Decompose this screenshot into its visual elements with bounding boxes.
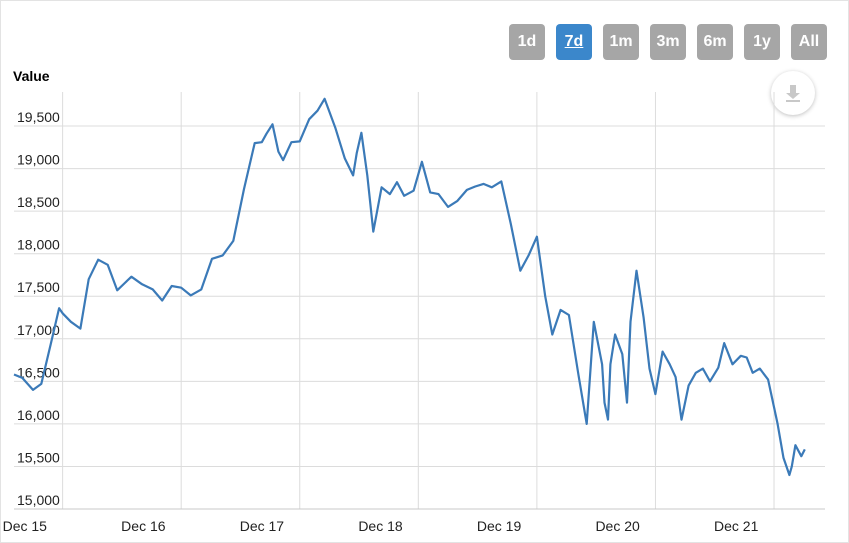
x-tick-label: Dec 20 xyxy=(595,518,640,534)
y-tick-label: 19,000 xyxy=(17,152,60,168)
series-line xyxy=(13,97,806,477)
range-button-1d[interactable]: 1d xyxy=(509,24,545,60)
y-tick-label: 17,500 xyxy=(17,279,60,295)
x-tick-label: Dec 16 xyxy=(121,518,166,534)
y-tick-label: 19,500 xyxy=(17,109,60,125)
range-button-3m[interactable]: 3m xyxy=(650,24,686,60)
x-tick-label: Dec 21 xyxy=(714,518,759,534)
range-button-1y[interactable]: 1y xyxy=(744,24,780,60)
x-axis-ticks: Dec 15 Dec 16 Dec 17 Dec 18 Dec 19 Dec 20 Dec … xyxy=(3,518,759,534)
x-tick-label: Dec 17 xyxy=(240,518,285,534)
x-tick-label: Dec 19 xyxy=(477,518,522,534)
y-tick-label: 18,500 xyxy=(17,194,60,210)
range-selector: 1d 7d 1m 3m 6m 1y All xyxy=(509,24,827,60)
y-tick-label: 16,500 xyxy=(17,364,60,380)
x-tick-label: Dec 18 xyxy=(358,518,403,534)
y-tick-label: 16,000 xyxy=(17,407,60,423)
y-tick-label: 15,000 xyxy=(17,492,60,508)
range-button-6m[interactable]: 6m xyxy=(697,24,733,60)
download-icon xyxy=(786,85,800,102)
x-tick-label: Dec 15 xyxy=(3,518,48,534)
y-tick-label: 15,500 xyxy=(17,449,60,465)
range-button-1m[interactable]: 1m xyxy=(603,24,639,60)
range-button-7d[interactable]: 7d xyxy=(556,24,592,60)
grid-lines xyxy=(14,92,825,510)
download-button[interactable] xyxy=(771,71,815,115)
y-axis-ticks: 15,000 15,500 16,000 16,500 17,000 17,500 18,0… xyxy=(17,109,60,508)
range-button-all[interactable]: All xyxy=(791,24,827,60)
y-tick-label: 17,000 xyxy=(17,322,60,338)
y-tick-label: 18,000 xyxy=(17,237,60,253)
y-axis-title: Value xyxy=(13,68,50,84)
